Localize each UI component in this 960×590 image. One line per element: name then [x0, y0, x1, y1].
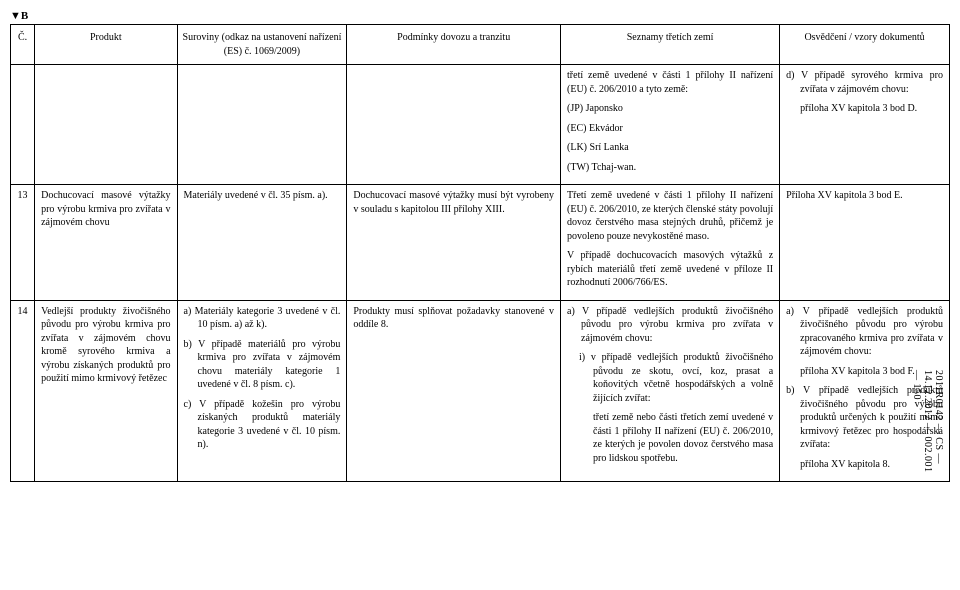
text: b) V případě materiálů pro výrobu krmiva…	[184, 338, 341, 392]
side-reference: 2011R0142 — CS — 14.12.2012 — 002.001 — …	[911, 370, 944, 482]
table-row-13: 13 Dochucovací masové výtažky pro výrobu…	[11, 185, 950, 301]
cell-countries: třetí země uvedené v části 1 přílohy II …	[561, 65, 780, 185]
header-conditions: Podmínky dovozu a tranzitu	[347, 25, 561, 65]
text: příloha XV kapitola 3 bod D.	[786, 102, 943, 116]
header-product: Produkt	[35, 25, 177, 65]
header-raw: Suroviny (odkaz na ustanovení nařízení (…	[177, 25, 347, 65]
row-num: 13	[11, 185, 35, 301]
header-row: Č. Produkt Suroviny (odkaz na ustanovení…	[11, 25, 950, 65]
text: a) Materiály kategorie 3 uvedené v čl. 1…	[184, 305, 341, 332]
text: Třetí země uvedené v části 1 přílohy II …	[567, 189, 773, 243]
text: (JP) Japonsko	[567, 102, 773, 116]
header-num: Č.	[11, 25, 35, 65]
cell-empty	[35, 65, 177, 185]
cell-empty	[347, 65, 561, 185]
cond-cell: Produkty musí splňovat požadavky stanove…	[347, 300, 561, 482]
list-cell: Třetí země uvedené v části 1 přílohy II …	[561, 185, 780, 301]
list-cell: a) V případě vedlejších produktů živočiš…	[561, 300, 780, 482]
version-marker: ▼B	[10, 10, 950, 22]
raw-cell: Materiály uvedené v čl. 35 písm. a).	[177, 185, 347, 301]
text: c) V případě kožešin pro výrobu získanýc…	[184, 398, 341, 452]
header-cert: Osvědčení / vzory dokumentů	[780, 25, 950, 65]
cond-cell: Dochucovací masové výtažky musí být vyro…	[347, 185, 561, 301]
cell-empty	[11, 65, 35, 185]
header-list: Seznamy třetích zemí	[561, 25, 780, 65]
table-row-14: 14 Vedlejší produkty živočišného původu …	[11, 300, 950, 482]
cert-cell: Příloha XV kapitola 3 bod E.	[780, 185, 950, 301]
raw-cell: a) Materiály kategorie 3 uvedené v čl. 1…	[177, 300, 347, 482]
cell-cert: d) V případě syrového krmiva pro zvířata…	[780, 65, 950, 185]
text: (EC) Ekvádor	[567, 122, 773, 136]
text: třetí země nebo části třetích zemí uvede…	[567, 411, 773, 465]
product-cell: Vedlejší produkty živočišného původu pro…	[35, 300, 177, 482]
cell-empty	[177, 65, 347, 185]
text: a) V případě vedlejších produktů živočiš…	[786, 305, 943, 359]
regulation-table: Č. Produkt Suroviny (odkaz na ustanovení…	[10, 24, 950, 482]
text: d) V případě syrového krmiva pro zvířata…	[786, 69, 943, 96]
text: a) V případě vedlejších produktů živočiš…	[567, 305, 773, 346]
text: (TW) Tchaj-wan.	[567, 161, 773, 175]
row-num: 14	[11, 300, 35, 482]
text: třetí země uvedené v části 1 přílohy II …	[567, 69, 773, 96]
text: (LK) Srí Lanka	[567, 141, 773, 155]
text: i) v případě vedlejších produktů živočiš…	[567, 351, 773, 405]
page-wrap: ▼B Č. Produkt Suroviny (odkaz na ustanov…	[10, 10, 950, 482]
product-cell: Dochucovací masové výtažky pro výrobu kr…	[35, 185, 177, 301]
table-row-continuation: třetí země uvedené v části 1 přílohy II …	[11, 65, 950, 185]
text: V případě dochucovacích masových výtažků…	[567, 249, 773, 290]
